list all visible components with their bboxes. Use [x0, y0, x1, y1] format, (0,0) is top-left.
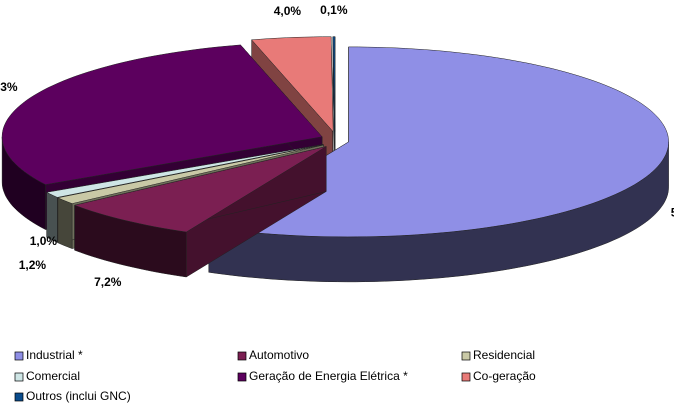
pie-slice [332, 36, 336, 132]
pie-slice [1, 44, 323, 185]
data-label: 29,3% [0, 80, 18, 94]
data-label: 57,2% [671, 205, 674, 219]
legend-swatch [461, 372, 471, 382]
pie-slice [251, 36, 334, 133]
pie-slice [57, 144, 324, 204]
slice-wall [57, 197, 73, 249]
legend-swatch [14, 372, 24, 382]
data-label: 7,2% [94, 275, 122, 289]
data-label: 1,0% [30, 234, 58, 248]
legend-swatch [237, 372, 247, 382]
data-label: 1,2% [19, 258, 47, 272]
legend-label: Automotivo [249, 348, 309, 362]
slice-group [73, 146, 327, 278]
legend-swatch [14, 351, 24, 361]
legend-label: Industrial * [26, 348, 83, 362]
legend-swatch [461, 351, 471, 361]
legend-label: Co-geração [473, 369, 536, 383]
pie-slice [73, 146, 327, 233]
data-label: 0,1% [320, 3, 348, 17]
legend-label: Geração de Energia Elétrica * [249, 369, 408, 383]
slice-group [332, 36, 336, 177]
legend-swatch [237, 351, 247, 361]
legend-label: Outros (inclui GNC) [26, 389, 131, 403]
data-label: 4,0% [274, 4, 302, 18]
pie-slice [45, 144, 324, 198]
legend-swatch [14, 392, 24, 402]
legend-label: Comercial [26, 369, 80, 383]
legend-label: Residencial [473, 348, 535, 362]
